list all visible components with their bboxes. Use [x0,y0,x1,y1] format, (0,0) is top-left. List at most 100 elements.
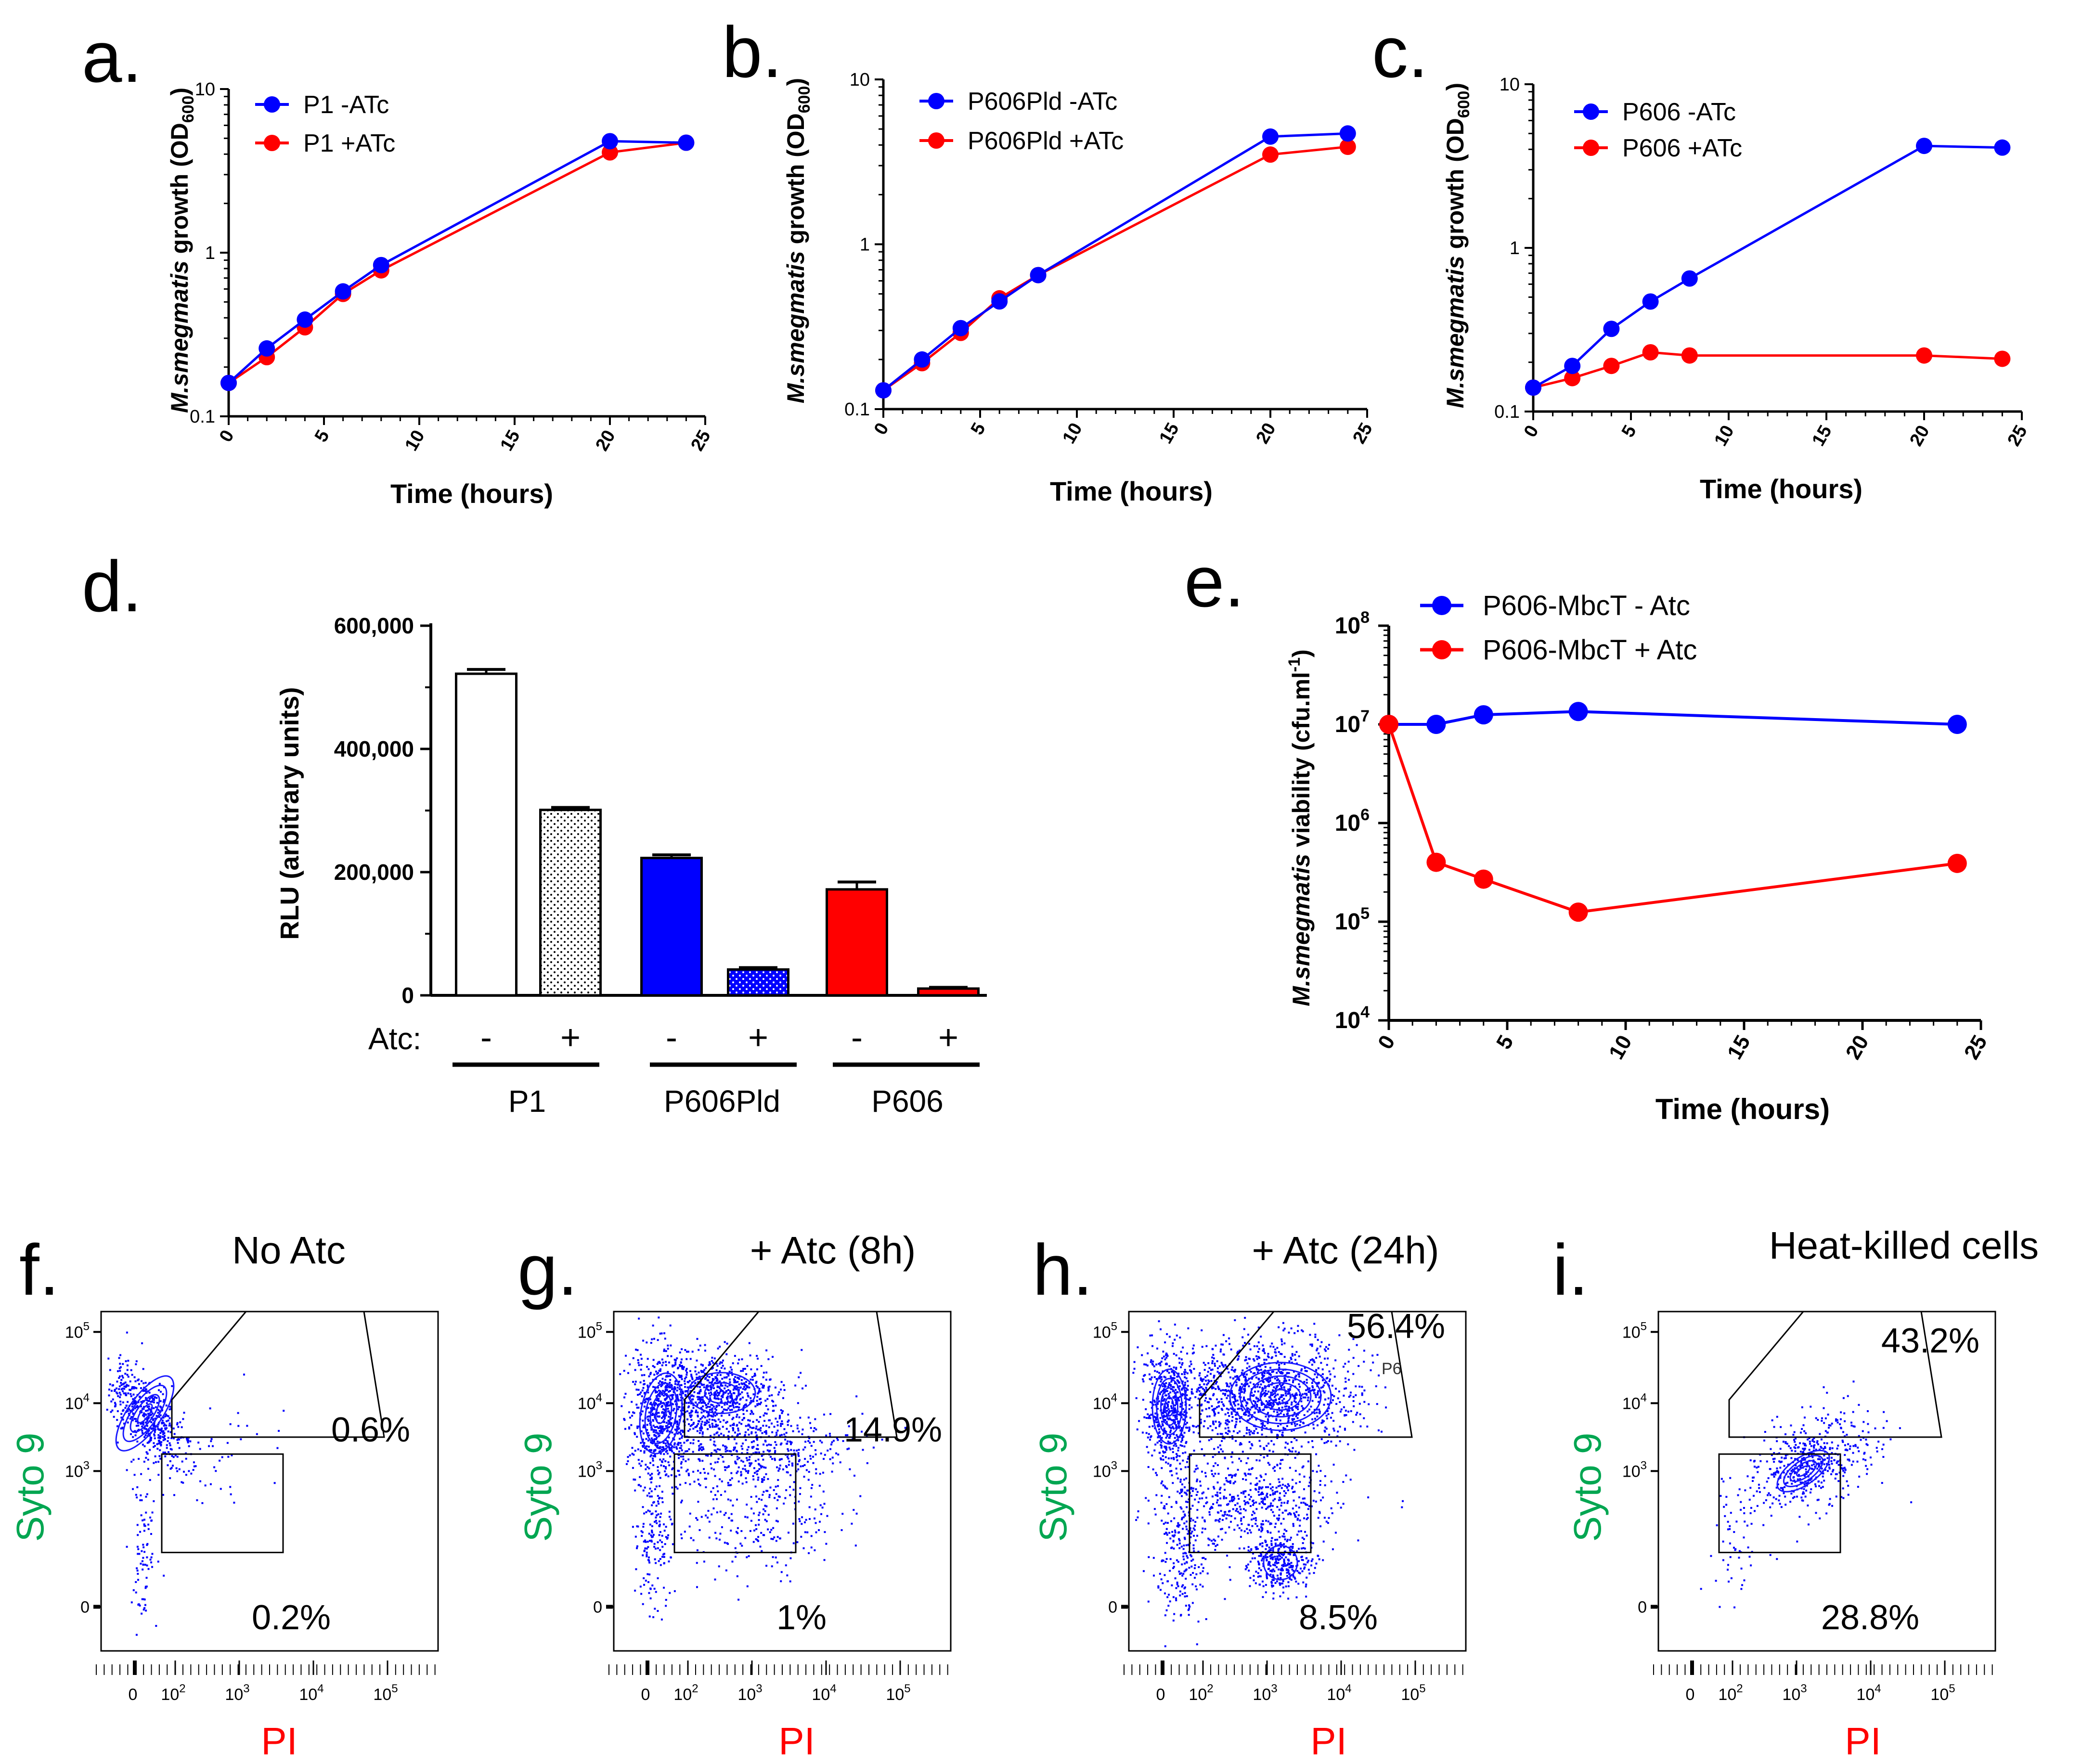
event-dot-h [1155,1378,1158,1380]
event-dot-h [1283,1380,1285,1382]
density-contour-f [129,1394,160,1433]
event-dot-g [700,1446,703,1448]
event-dot-h [1295,1406,1298,1409]
event-dot-h [1191,1352,1194,1354]
event-dot-h [1185,1442,1187,1444]
event-dot-g [709,1394,711,1397]
event-dot-g [722,1393,724,1395]
event-dot-f [131,1403,134,1405]
event-dot-h [1294,1378,1297,1381]
flow-x-tick-label-f-3: 104 [299,1682,323,1704]
event-dot-g [719,1370,721,1372]
event-dot-g [646,1494,648,1497]
event-dot-g [659,1496,661,1499]
event-dot-g [744,1537,747,1539]
event-dot-g [724,1403,726,1406]
event-dot-f [136,1567,138,1570]
event-dot-h [1193,1352,1195,1354]
event-dot-g [846,1448,849,1450]
event-dot-g [664,1411,667,1413]
event-dot-f [172,1427,175,1429]
event-dot-h [1163,1428,1165,1430]
event-dot-f [116,1392,118,1395]
event-dot-g [649,1372,652,1374]
event-dot-f [143,1428,146,1430]
event-dot-g [663,1523,665,1526]
data-point-c-0-0 [1525,379,1541,396]
event-dot-f [145,1391,147,1393]
event-dot-g [643,1424,645,1427]
event-dot-g [750,1519,752,1522]
event-dot-f [145,1397,147,1399]
event-dot-g [720,1398,723,1401]
event-dot-h [1221,1433,1223,1435]
event-dot-h [1217,1387,1219,1389]
event-dot-f [164,1451,167,1454]
event-dot-f [158,1440,160,1442]
event-dot-g [641,1374,643,1377]
event-dot-g [798,1430,800,1433]
event-dot-h [1321,1368,1324,1371]
event-dot-g [756,1473,758,1475]
event-dot-h [1222,1343,1224,1346]
event-dot-f [159,1457,162,1460]
event-dot-f [125,1392,127,1394]
event-dot-g [736,1416,738,1418]
event-dot-f [147,1568,150,1570]
event-dot-h [1212,1394,1215,1396]
event-dot-g [829,1458,831,1460]
event-dot-h [1149,1391,1151,1393]
event-dot-g [761,1499,763,1501]
event-dot-g [724,1450,727,1453]
event-dot-f [160,1441,163,1443]
event-dot-h [1248,1343,1251,1345]
event-dot-f [147,1441,150,1443]
event-dot-g [662,1416,664,1418]
event-dot-g [769,1531,771,1533]
event-dot-h [1141,1431,1144,1434]
event-dot-h [1252,1405,1254,1408]
event-dot-g [667,1534,670,1536]
event-dot-g [716,1365,719,1367]
event-dot-h [1207,1427,1209,1429]
bar-4 [826,888,888,997]
event-dot-f [161,1422,163,1425]
event-dot-g [704,1416,706,1418]
event-dot-g [684,1386,686,1388]
event-dot-g [671,1394,673,1396]
event-dot-g [775,1556,777,1558]
event-dot-f [163,1425,165,1427]
event-dot-g [752,1475,754,1477]
event-dot-g [698,1376,701,1378]
event-dot-g [717,1424,719,1427]
event-dot-g [759,1545,762,1548]
event-dot-g [797,1402,799,1404]
event-dot-g [666,1386,668,1389]
event-dot-g [640,1368,642,1371]
event-dot-g [696,1549,698,1551]
event-dot-g [673,1365,675,1367]
event-dot-g [696,1430,698,1432]
event-dot-h [1190,1360,1192,1363]
event-dot-g [702,1371,704,1373]
data-point-c-0-6 [1994,139,2011,156]
event-dot-h [1163,1355,1165,1358]
event-dot-h [1249,1417,1251,1420]
event-dot-h [1283,1398,1285,1400]
event-dot-h [1142,1380,1145,1383]
event-dot-h [1208,1407,1210,1409]
event-dot-g [648,1492,650,1494]
event-dot-h [1165,1421,1168,1423]
event-dot-h [1288,1360,1291,1363]
event-dot-g [674,1412,677,1414]
event-dot-g [742,1368,745,1370]
event-dot-h [1210,1469,1213,1472]
event-dot-g [763,1451,765,1453]
event-dot-h [1175,1368,1177,1370]
event-dot-g [774,1386,776,1389]
event-dot-h [1214,1365,1216,1367]
event-dot-h [1275,1354,1277,1357]
event-dot-h [1339,1401,1341,1403]
event-dot-h [1256,1400,1259,1403]
